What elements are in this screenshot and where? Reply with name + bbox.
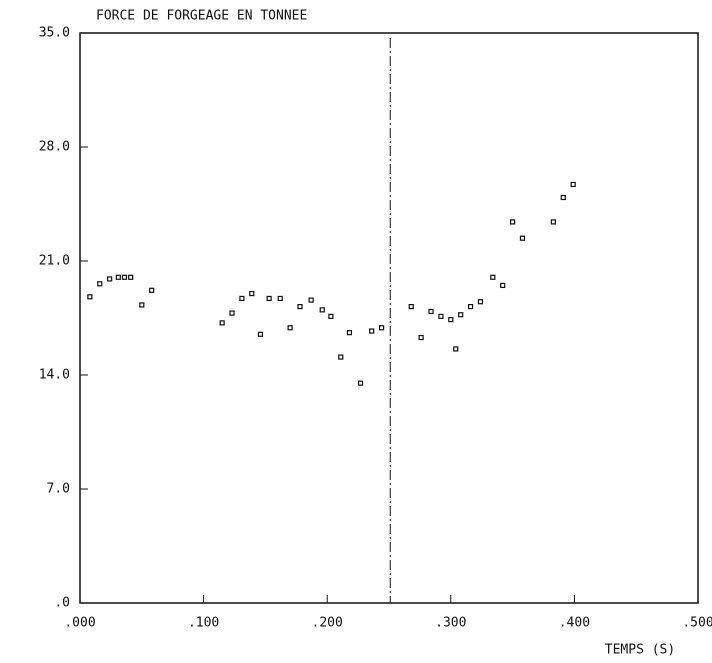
- data-point: [428, 308, 434, 315]
- data-point: [257, 331, 264, 337]
- x-axis-label: TEMPS (S): [605, 643, 675, 658]
- data-point: [560, 194, 566, 201]
- data-point: [448, 317, 454, 323]
- y-tick-label: 28.0: [39, 140, 70, 155]
- data-point: [346, 330, 353, 336]
- y-tick-label: 35.0: [39, 26, 70, 41]
- x-tick-label: .100: [188, 616, 219, 631]
- data-point: [467, 304, 474, 310]
- data-point: [328, 313, 334, 319]
- data-point: [490, 274, 496, 280]
- data-point: [121, 274, 128, 280]
- data-point: [249, 290, 255, 297]
- data-point: [87, 294, 93, 300]
- data-point: [458, 312, 464, 318]
- data-point: [418, 334, 424, 341]
- x-tick-label: .000: [64, 616, 95, 631]
- data-point: [115, 274, 121, 280]
- y-tick-label: 14.0: [39, 368, 70, 383]
- data-point: [297, 304, 303, 310]
- data-point: [369, 328, 375, 334]
- x-tick-label: .200: [312, 616, 343, 631]
- data-point: [219, 320, 225, 326]
- data-point: [438, 313, 444, 319]
- data-point: [107, 276, 113, 282]
- data-point: [338, 354, 344, 360]
- data-point: [239, 295, 245, 302]
- x-tick-label: .400: [559, 616, 590, 631]
- data-point: [319, 307, 325, 313]
- chart-title: FORCE DE FORGEAGE EN TONNEE: [96, 9, 307, 24]
- data-point: [139, 302, 145, 308]
- data-point: [266, 295, 272, 302]
- data-point: [453, 346, 459, 352]
- data-point: [477, 299, 484, 305]
- y-tick-label: .0: [54, 596, 70, 611]
- plot-frame: [79, 32, 699, 604]
- data-point: [357, 380, 364, 386]
- data-point: [500, 282, 506, 289]
- x-tick-label: .300: [435, 616, 466, 631]
- y-tick-label: 21.0: [39, 254, 70, 269]
- data-point: [570, 181, 576, 188]
- data-point: [550, 219, 556, 225]
- data-point: [128, 274, 134, 280]
- data-point: [277, 295, 283, 302]
- x-tick-label: .500: [682, 616, 712, 631]
- data-point: [519, 235, 526, 241]
- data-point: [308, 297, 314, 303]
- data-point: [149, 287, 155, 293]
- data-point: [510, 219, 516, 225]
- data-point: [287, 325, 293, 331]
- y-tick-label: 7.0: [47, 482, 70, 497]
- data-point: [97, 281, 103, 287]
- data-point: [229, 310, 235, 316]
- data-point: [378, 325, 385, 331]
- data-point: [408, 304, 414, 310]
